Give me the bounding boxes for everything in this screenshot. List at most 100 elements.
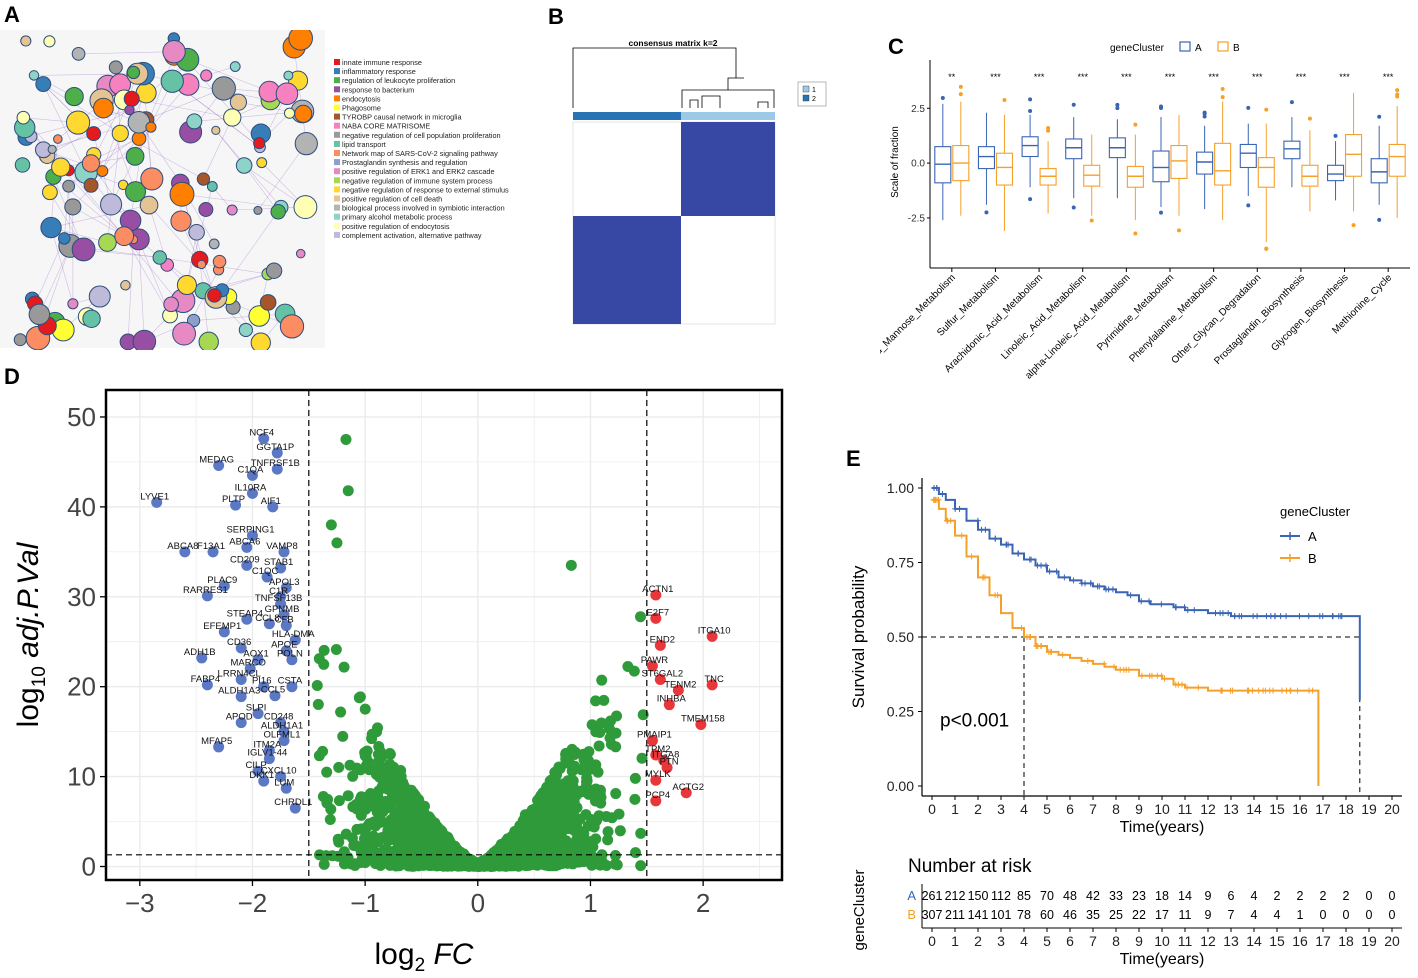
km-censor-mark [992,592,999,599]
box-outlier [940,95,945,100]
volcano-gene-point [275,717,287,729]
network-edge [293,46,307,144]
volcano-point [382,833,394,845]
volcano-gene-label: TNC [704,674,724,685]
km-censor-mark [1296,613,1303,620]
volcano-point [333,761,345,773]
volcano-gene-label: TNFSF13B [255,593,303,604]
volcano-point [537,843,549,855]
network-node [253,205,263,215]
volcano-gene-point [196,652,208,664]
volcano-gene-label: LUM [274,777,294,788]
volcano-gene-point [278,735,290,747]
network-node [248,305,271,327]
volcano-point [572,844,584,856]
volcano-point [634,611,646,623]
network-edge [129,60,188,111]
volcano-gene-point [280,782,292,794]
volcano-point [377,801,389,813]
network-node [163,296,179,313]
network-edge [243,165,306,208]
km-censor-mark [1283,613,1290,620]
volcano-gene-point [261,571,273,583]
volcano-point [384,747,396,759]
km-censor-mark [1172,604,1179,611]
km-x-tick-label: 2 [974,801,982,817]
legend-swatch [334,122,340,129]
km-censor-mark [1015,550,1022,557]
volcano-point [635,860,647,872]
km-censor-mark [1028,556,1035,563]
volcano-point [342,485,354,497]
risk-table-x-tick-label: 3 [997,933,1005,949]
volcano-gene-point [218,580,230,592]
volcano-gene-label: STAB1 [264,557,293,568]
volcano-gene-label: APOL3 [269,577,300,588]
significance-label: *** [1208,72,1219,82]
volcano-point [560,835,572,847]
km-censor-mark [978,526,985,533]
box-body [1214,142,1232,186]
km-censor-mark [1271,613,1278,620]
km-censor-mark [958,532,965,539]
km-y-tick-label: 0.00 [887,778,914,794]
risk-table-x-tick-label: 4 [1020,933,1028,949]
km-censor-mark [1195,684,1202,691]
network-node [196,172,211,186]
risk-table-x-tick-label: 16 [1292,933,1308,949]
volcano-x-tick-label: 2 [696,888,710,918]
volcano-gene-label: ITGA10 [698,625,731,636]
network-node [223,108,242,127]
network-node [176,274,197,296]
boxplot-panel: geneCluster A B -2.5 0.0 2.5 Scale of fraction… [880,41,1410,396]
km-censor-mark [1059,651,1066,658]
box-outlier [1046,125,1051,130]
volcano-point [594,787,606,799]
network-edge [51,204,150,228]
km-censor-mark [1278,687,1285,694]
network-node [125,146,145,166]
network-node [270,204,286,220]
network-edge [232,206,306,211]
volcano-x-tick-label: 0 [471,888,485,918]
km-censor-mark [935,496,942,503]
box-outlier [1246,203,1251,208]
legend-label: Network map of SARS-CoV-2 signaling path… [342,149,498,158]
legend-label: inflammatory response [342,67,416,76]
volcano-gene-label: ACTG2 [672,782,704,793]
network-edge [199,259,210,342]
network-node [81,154,101,173]
dendrogram-link [681,89,775,108]
network-node [160,69,184,93]
volcano-point [629,772,641,784]
volcano-point [356,844,368,856]
risk-table-value: 112 [991,889,1011,903]
volcano-point [366,728,378,740]
network-node [206,181,218,192]
volcano-gene-label: CHRDL1 [274,797,312,808]
volcano-point [555,799,567,811]
volcano-point [602,834,614,846]
volcano-gene-label: IL10RA [235,482,267,493]
km-censor-mark [1179,681,1186,688]
box-outlier [1002,98,1007,103]
box-outlier [1264,246,1269,251]
risk-table-value: 48 [1063,889,1077,903]
network-node [275,82,299,106]
volcano-point [635,827,647,839]
box-outlier [1377,114,1382,119]
network-edge [181,194,215,296]
network-node [256,157,268,169]
boxplot-legend-key [1179,41,1191,52]
volcano-point [375,816,387,828]
volcano-point [338,661,350,673]
legend-label: NABA CORE MATRISOME [342,122,430,131]
network-edge [107,133,121,243]
km-censor-mark [939,490,946,497]
volcano-gene-point [241,541,253,553]
volcano-point [333,836,345,848]
network-node [198,202,214,217]
volcano-point [354,764,366,776]
km-censor-mark [1094,583,1101,590]
risk-table-value: 85 [1017,889,1031,903]
